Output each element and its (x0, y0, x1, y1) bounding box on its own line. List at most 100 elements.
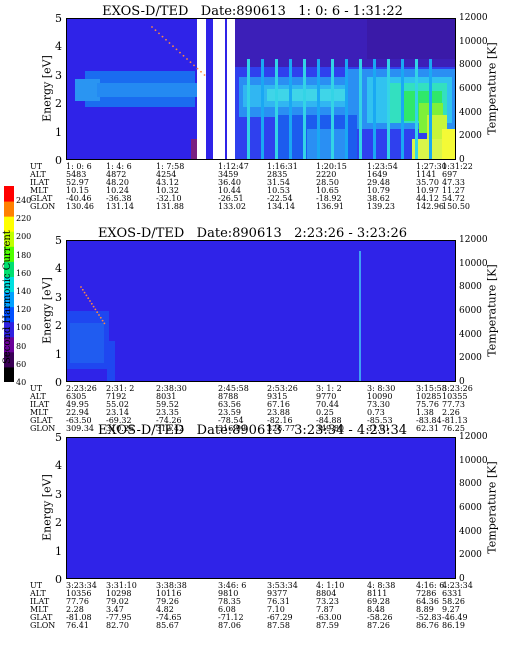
heatmap-band (307, 129, 347, 159)
ephemeris-value: 2:31: 2 (106, 384, 135, 393)
ephemeris-value: 4.82 (156, 605, 174, 614)
ephemeris-value: 3:31:10 (106, 581, 137, 590)
ephemeris-row-label: GLON (30, 621, 56, 630)
ephemeris-value: 86.76 (416, 621, 439, 630)
y-tick-label: 4 (55, 40, 62, 54)
ephemeris-value: 10355 (442, 392, 468, 401)
ephemeris-value: 2.28 (66, 605, 84, 614)
panel-title: EXOS-D/TED Date:890613 2:23:26 - 3:23:26 (97, 226, 408, 241)
spectrogram-heatmap (67, 438, 455, 578)
scatter-point (154, 29, 157, 32)
heatmap-streak (429, 59, 432, 159)
y-tick-label: 0 (55, 376, 62, 389)
ephemeris-value: 1:31:22 (442, 162, 473, 171)
ephemeris-value: 79.26 (156, 597, 179, 606)
ephemeris-value: 76.41 (66, 621, 89, 630)
scatter-point (98, 314, 100, 316)
ephemeris-value: 69.28 (367, 597, 390, 606)
y2-axis-label: Temperature [K] (485, 461, 499, 554)
ephemeris-value: 11.27 (442, 186, 465, 195)
ephemeris-value: 3:23:26 (442, 384, 473, 393)
ephemeris-value: 87.59 (316, 621, 339, 630)
y-tick-label: 1 (55, 125, 62, 139)
heatmap-background (67, 438, 455, 578)
ephemeris-value: 10285 (416, 392, 442, 401)
ephemeris-row-label: ILAT (30, 178, 50, 187)
y2-tick-label: 6000 (459, 503, 482, 513)
colorbar-tick-label: 140 (16, 287, 32, 296)
y2-axis-label: Temperature [K] (485, 42, 499, 135)
y2-tick-label: 10000 (459, 455, 488, 466)
ephemeris-value: 8804 (316, 589, 337, 598)
ephemeris-value: 43.12 (156, 178, 179, 187)
ephemeris-value: 1:27:30 (416, 162, 447, 171)
y-axis-label: Energy [eV] (40, 55, 54, 122)
heatmap-streak (289, 59, 292, 159)
ephemeris-value: 8111 (367, 589, 388, 598)
ephemeris-value: 2:53:26 (267, 384, 298, 393)
ephemeris-value: 1:20:15 (316, 162, 347, 171)
scatter-point (189, 61, 192, 64)
heatmap-band (70, 323, 104, 363)
y-tick-label: 5 (55, 12, 62, 25)
ephemeris-value: 3459 (218, 170, 239, 179)
heatmap-streak (415, 59, 418, 159)
ephemeris-value: 3:53:34 (267, 581, 298, 590)
spectrogram-heatmap (67, 19, 455, 159)
colorbar-tick-label: 160 (16, 268, 32, 278)
ephemeris-value: 55.02 (106, 400, 129, 409)
heatmap-streak (303, 59, 306, 159)
heatmap-band (107, 341, 115, 381)
y2-tick-label: 6000 (459, 306, 482, 316)
ephemeris-value: -85.53 (367, 416, 393, 425)
ephemeris-value: 697 (442, 170, 458, 179)
y-tick-label: 2 (55, 516, 62, 530)
colorbar-tick-label: 80 (16, 341, 27, 351)
ephemeris-row-label: MLT (30, 408, 49, 417)
ephemeris-value: 316.99 (218, 424, 246, 433)
ephemeris-value: 2220 (316, 170, 337, 179)
ephemeris-value: 0.25 (316, 408, 334, 417)
ephemeris-value: -71.12 (218, 613, 244, 622)
ephemeris-value: 8.89 (416, 605, 434, 614)
ephemeris-value: 10090 (367, 392, 393, 401)
scatter-point (81, 288, 84, 291)
heatmap-streak (359, 59, 362, 159)
ephemeris-value: 6305 (66, 392, 87, 401)
scatter-point (186, 58, 188, 60)
ephemeris-value: 28.50 (316, 178, 339, 187)
panel-title: EXOS-D/TED Date:890613 1: 0: 6 - 1:31:22 (102, 4, 403, 19)
ephemeris-value: 1:12:47 (218, 162, 249, 171)
ephemeris-value: 73.30 (367, 400, 390, 409)
ephemeris-value: 1:23:54 (367, 162, 398, 171)
y-tick-label: 5 (55, 234, 62, 247)
heatmap-streak (359, 251, 361, 381)
ephemeris-value: 9377 (267, 589, 288, 598)
ephemeris-value: 44.12 (416, 194, 439, 203)
colorbar (4, 186, 14, 382)
colorbar-swatch (4, 321, 14, 338)
y2-tick-label: 0 (459, 377, 465, 387)
scatter-point (196, 67, 199, 70)
ephemeris-value: 82.70 (106, 621, 129, 630)
colorbar-swatch (4, 336, 14, 353)
y-tick-label: 4 (55, 262, 62, 276)
y2-tick-label: 8000 (459, 282, 482, 293)
scatter-point (96, 311, 99, 314)
ephemeris-value: -32.10 (156, 194, 182, 203)
scatter-point (175, 48, 178, 51)
ephemeris-value: 133.02 (218, 202, 246, 211)
colorbar-swatch (4, 201, 14, 217)
ephemeris-value: 10356 (66, 589, 92, 598)
scatter-point (193, 64, 195, 67)
scatter-point (87, 297, 90, 300)
colorbar-swatch (4, 276, 14, 293)
heatmap-background (67, 241, 455, 381)
ephemeris-value: 63.56 (218, 400, 241, 409)
colorbar-swatch (4, 351, 14, 368)
heatmap-streak (247, 59, 250, 159)
ephemeris-value: 4254 (156, 170, 177, 179)
colorbar-tick-label: 120 (16, 305, 32, 315)
ephemeris-value: 9770 (316, 392, 337, 401)
ephemeris-value: 142.96 (416, 202, 444, 211)
